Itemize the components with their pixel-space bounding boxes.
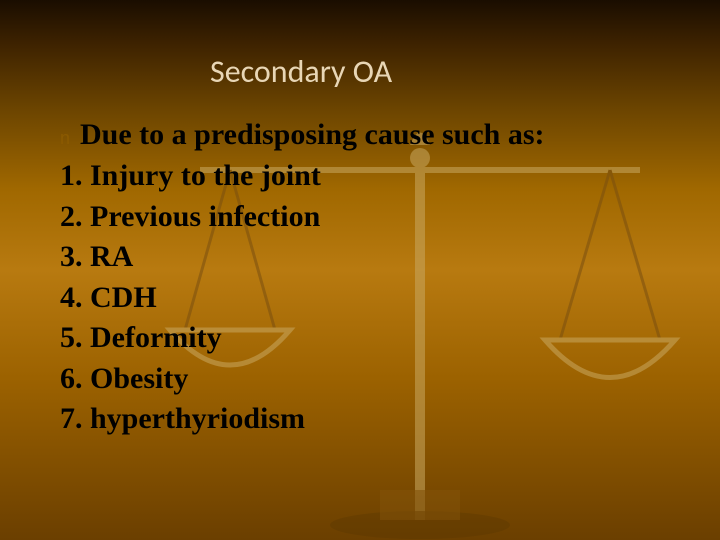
- list-item: 5. Deformity: [60, 318, 680, 359]
- bullet-marker: n: [60, 128, 70, 149]
- list-item: 7. hyperthyriodism: [60, 399, 680, 440]
- bullet-text: Due to a predisposing cause such as:: [80, 115, 545, 154]
- bullet-line: n Due to a predisposing cause such as:: [60, 115, 680, 154]
- list-item: 4. CDH: [60, 278, 680, 319]
- list-item: 1. Injury to the joint: [60, 156, 680, 197]
- list-item: 2. Previous infection: [60, 197, 680, 238]
- list-item: 6. Obesity: [60, 359, 680, 400]
- list-item: 3. RA: [60, 237, 680, 278]
- slide-title: Secondary OA: [210, 52, 392, 91]
- slide-content: n Due to a predisposing cause such as: 1…: [60, 115, 680, 440]
